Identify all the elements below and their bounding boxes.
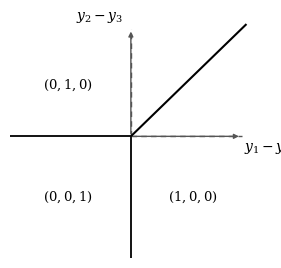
- Text: $y_2 - y_3$: $y_2 - y_3$: [76, 10, 123, 25]
- Text: $(1, 0, 0)$: $(1, 0, 0)$: [169, 189, 219, 205]
- Text: $(0, 0, 1)$: $(0, 0, 1)$: [43, 189, 93, 205]
- Text: $y_1 - y_3$: $y_1 - y_3$: [244, 141, 281, 156]
- Text: $(0, 1, 0)$: $(0, 1, 0)$: [43, 77, 93, 93]
